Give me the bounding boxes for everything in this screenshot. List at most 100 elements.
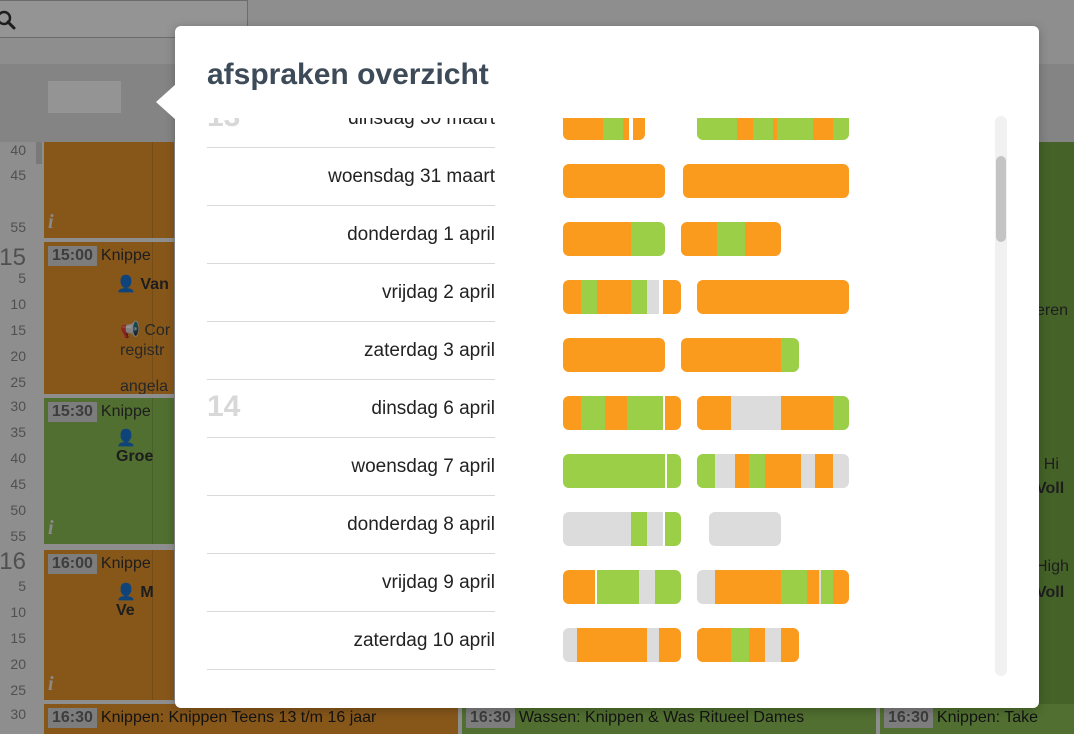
- info-icon[interactable]: i: [48, 211, 54, 233]
- availability-bar-2[interactable]: [697, 280, 849, 314]
- calendar-event[interactable]: 15:00 Knippe 👤 Van 📢 Cor registr angela: [44, 242, 174, 394]
- day-label: donderdag 8 april: [347, 514, 495, 535]
- calendar-event[interactable]: 16:30 Wassen: Knippen & Was Ritueel Dames: [462, 704, 876, 734]
- time-label: 10: [10, 296, 26, 312]
- time-label: 5: [18, 270, 26, 286]
- time-label: 30: [10, 706, 26, 722]
- day-label: [207, 670, 495, 678]
- availability-bar-2[interactable]: [697, 570, 849, 604]
- calendar-event[interactable]: 16:30 Knippen: Knippen Teens 13 t/m 16 ja…: [44, 704, 458, 734]
- day-row[interactable]: donderdag 8 april: [207, 496, 967, 554]
- calendar-event[interactable]: 16:00 Knippe 👤 M Ve i: [44, 550, 174, 700]
- row-divider: [207, 379, 495, 380]
- event-time: 16:30: [884, 708, 933, 728]
- availability-bar-1[interactable]: [563, 338, 665, 372]
- day-label: vrijdag 9 april: [382, 572, 495, 593]
- calendar-scroll-strip: [36, 142, 42, 164]
- calendar-event[interactable]: 16:30 Knippen: Take: [880, 704, 1074, 734]
- availability-bar-1[interactable]: [563, 570, 681, 604]
- bar-segment: [709, 512, 781, 546]
- bar-segment: [765, 628, 781, 662]
- redacted-label: [48, 81, 121, 113]
- bar-segment: [577, 628, 647, 662]
- availability-bar-1[interactable]: [563, 222, 665, 256]
- availability-bar-2[interactable]: [697, 396, 849, 430]
- availability-bar-2[interactable]: [697, 454, 849, 488]
- bar-segment: [581, 396, 605, 430]
- day-row[interactable]: donderdag 1 april: [207, 206, 967, 264]
- bar-segment: [731, 396, 781, 430]
- availability-bar-1[interactable]: [563, 280, 681, 314]
- availability-bar-2[interactable]: [681, 222, 781, 256]
- day-row[interactable]: zaterdag 10 april: [207, 612, 967, 670]
- day-label: dinsdag 30 maart: [348, 118, 495, 129]
- day-label: woensdag 31 maart: [328, 166, 495, 187]
- day-row[interactable]: vrijdag 9 april: [207, 554, 967, 612]
- bar-segment: [833, 396, 849, 430]
- scrollbar-thumb[interactable]: [996, 156, 1006, 242]
- bar-segment: [697, 570, 715, 604]
- bar-segment: [563, 338, 665, 372]
- day-list[interactable]: 13 dinsdag 30 maart woensdag 31 maart donde…: [207, 118, 967, 678]
- bar-segment: [581, 280, 597, 314]
- availability-bar-2[interactable]: [709, 512, 781, 546]
- row-divider: [207, 611, 495, 612]
- bar-segment: [777, 118, 813, 140]
- bar-segment: [563, 118, 603, 140]
- bar-segment: [667, 454, 681, 488]
- bar-segment: [715, 570, 781, 604]
- bar-segment: [697, 628, 731, 662]
- bar-segment: [683, 164, 849, 198]
- availability-bar-1[interactable]: [563, 396, 681, 430]
- bar-segment: [801, 454, 815, 488]
- day-row[interactable]: vrijdag 2 april: [207, 264, 967, 322]
- day-row[interactable]: woensdag 7 april: [207, 438, 967, 496]
- availability-bar-2[interactable]: [681, 338, 799, 372]
- bar-segment: [627, 396, 663, 430]
- day-row[interactable]: 13 dinsdag 30 maart: [207, 118, 967, 148]
- availability-bar-2[interactable]: [697, 628, 799, 662]
- availability-bar-1[interactable]: [563, 628, 681, 662]
- day-row[interactable]: zaterdag 3 april: [207, 322, 967, 380]
- day-label: zaterdag 3 april: [364, 340, 495, 361]
- bar-segment: [781, 396, 833, 430]
- bar-segment: [633, 118, 645, 140]
- day-row[interactable]: 14 dinsdag 6 april: [207, 380, 967, 438]
- availability-bar-2[interactable]: [683, 164, 849, 198]
- calendar-event-right[interactable]: [1036, 142, 1074, 734]
- availability-bar-2[interactable]: [697, 118, 849, 140]
- bar-segment: [605, 396, 627, 430]
- info-icon[interactable]: i: [48, 673, 54, 695]
- bar-segment: [631, 512, 647, 546]
- event-time: 15:30: [48, 402, 97, 422]
- time-label: 16: [0, 548, 26, 575]
- availability-bar-1[interactable]: [563, 512, 681, 546]
- bar-segment: [665, 454, 667, 488]
- bar-segment: [563, 512, 631, 546]
- time-label: 30: [10, 398, 26, 414]
- availability-bar-1[interactable]: [563, 164, 665, 198]
- event-title: Knippe: [100, 555, 151, 572]
- calendar-event[interactable]: i: [44, 142, 174, 238]
- popover-pointer: [156, 84, 176, 120]
- event-text: Voll: [1036, 584, 1065, 601]
- info-icon[interactable]: i: [48, 517, 54, 539]
- scrollbar[interactable]: [995, 116, 1007, 676]
- bar-segment: [563, 396, 581, 430]
- bar-segment: [631, 280, 647, 314]
- availability-bar-1[interactable]: [563, 454, 681, 488]
- row-divider: [207, 205, 495, 206]
- day-row[interactable]: [207, 670, 967, 678]
- bar-segment: [749, 454, 765, 488]
- availability-bar-1[interactable]: [563, 118, 645, 140]
- time-label: 20: [10, 348, 26, 364]
- calendar-event[interactable]: 15:30 Knippe 👤 Groe i: [44, 398, 174, 544]
- bar-segment: [745, 222, 781, 256]
- bar-segment: [597, 570, 639, 604]
- bar-segment: [655, 570, 681, 604]
- bar-segment: [563, 628, 577, 662]
- day-row[interactable]: woensdag 31 maart: [207, 148, 967, 206]
- bar-segment: [663, 280, 681, 314]
- bar-segment: [821, 570, 833, 604]
- bar-segment: [697, 454, 715, 488]
